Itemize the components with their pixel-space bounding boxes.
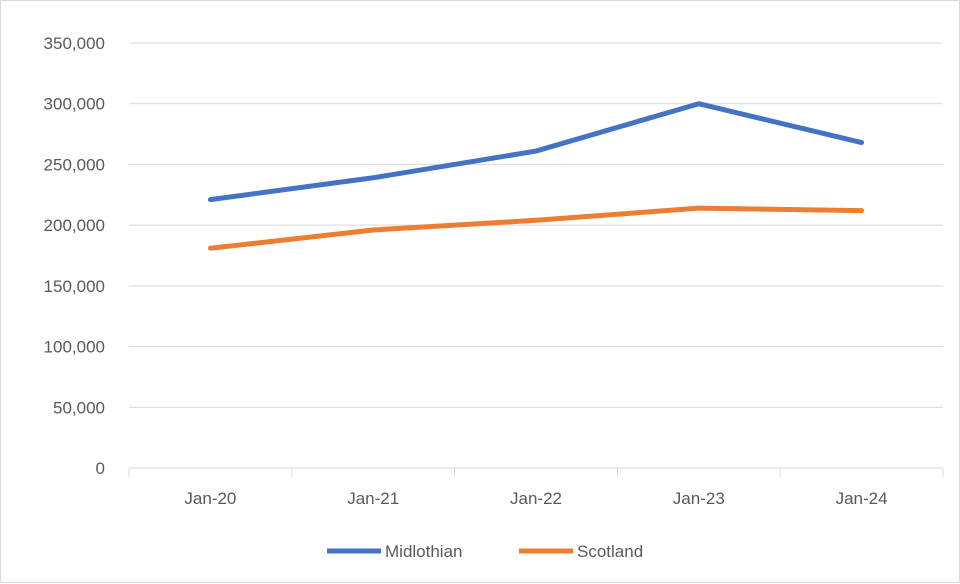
x-axis-tick-labels: Jan-20 Jan-21 Jan-22 Jan-23 Jan-24 xyxy=(184,489,887,508)
x-tick-label: Jan-22 xyxy=(510,489,562,508)
x-axis xyxy=(128,467,944,477)
y-tick-label: 0 xyxy=(96,459,105,478)
y-tick-label: 350,000 xyxy=(44,34,105,53)
y-tick-label: 250,000 xyxy=(44,155,105,174)
y-tick-label: 50,000 xyxy=(53,398,105,417)
series-line-midlothian xyxy=(207,101,865,203)
series-lines xyxy=(207,101,865,251)
legend-item-scotland: Scotland xyxy=(519,542,643,561)
x-tick-label: Jan-23 xyxy=(673,489,725,508)
x-tick-label: Jan-20 xyxy=(184,489,236,508)
legend-label: Scotland xyxy=(577,542,643,561)
series-line-scotland xyxy=(207,205,865,251)
x-tick-label: Jan-24 xyxy=(836,489,888,508)
legend-item-midlothian: Midlothian xyxy=(327,542,463,561)
y-axis-tick-labels: 0 50,000 100,000 150,000 200,000 250,000 300,0… xyxy=(44,34,105,478)
y-tick-label: 300,000 xyxy=(44,95,105,114)
legend-label: Midlothian xyxy=(385,542,463,561)
gridlines xyxy=(129,42,943,408)
y-tick-label: 200,000 xyxy=(44,216,105,235)
y-tick-label: 150,000 xyxy=(44,277,105,296)
y-tick-label: 100,000 xyxy=(44,338,105,357)
x-tick-label: Jan-21 xyxy=(347,489,399,508)
legend: Midlothian Scotland xyxy=(327,542,643,561)
